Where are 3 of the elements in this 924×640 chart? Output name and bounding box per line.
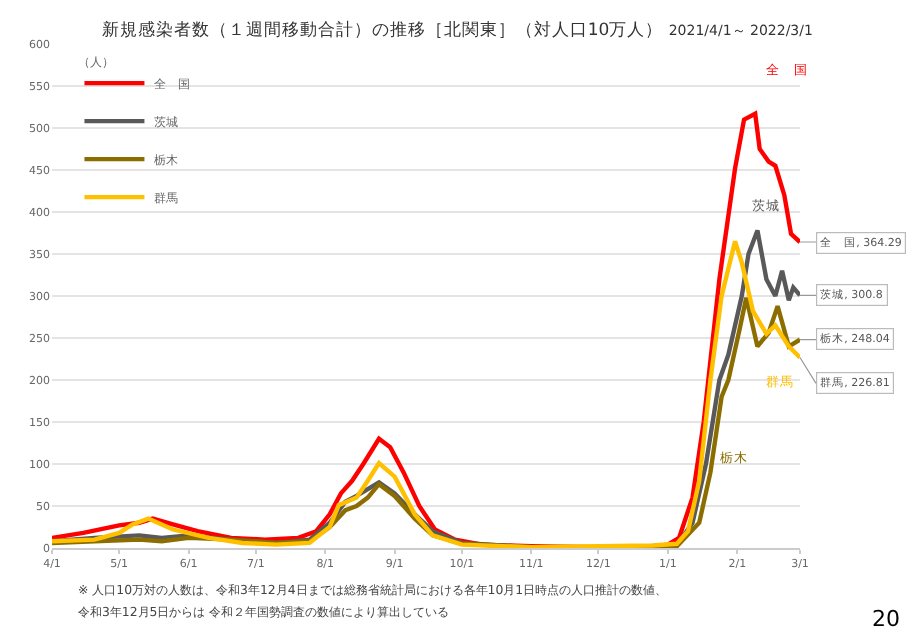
line-series	[52, 111, 800, 548]
chart-title: 新規感染者数（１週間移動合計）の推移［北関東］（対人口10万人）	[101, 20, 664, 41]
text: 20	[872, 606, 900, 632]
